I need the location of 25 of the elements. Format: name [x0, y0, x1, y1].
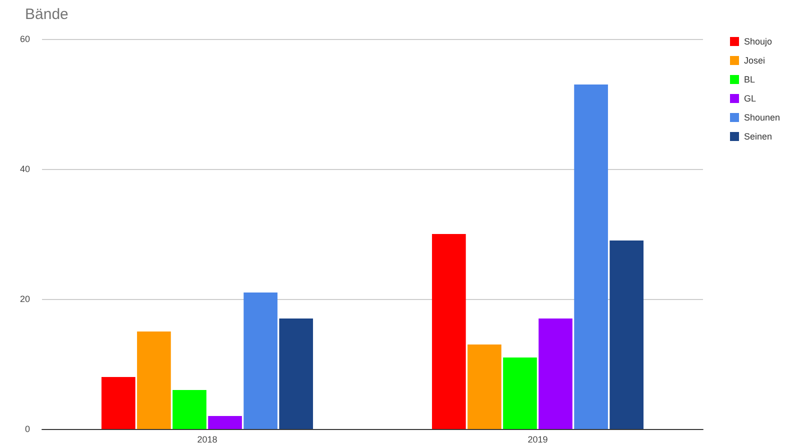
- bar: [468, 344, 502, 429]
- legend-label: BL: [744, 74, 756, 84]
- bar: [610, 240, 644, 429]
- legend-label: Seinen: [744, 132, 772, 142]
- bar: [432, 234, 466, 429]
- bar: [574, 84, 608, 429]
- y-tick-label: 20: [20, 294, 30, 304]
- x-tick-label: 2019: [528, 434, 548, 444]
- bar: [101, 377, 136, 429]
- y-tick-label: 0: [24, 424, 30, 434]
- bar: [208, 416, 242, 429]
- bar: [137, 332, 171, 429]
- x-tick-label: 2018: [197, 434, 218, 444]
- legend-label: GL: [744, 94, 756, 104]
- legend-label: Josei: [744, 56, 766, 66]
- bar: [244, 292, 278, 429]
- chart-title: Bände: [25, 6, 68, 23]
- y-tick-label: 40: [20, 164, 30, 174]
- legend-label: Shoujo: [744, 36, 772, 46]
- bar: [279, 318, 314, 429]
- legend-label: Shounen: [744, 112, 780, 122]
- y-tick-label: 60: [20, 34, 30, 44]
- bar: [503, 358, 537, 429]
- bar: [538, 318, 572, 429]
- bar: [172, 390, 206, 429]
